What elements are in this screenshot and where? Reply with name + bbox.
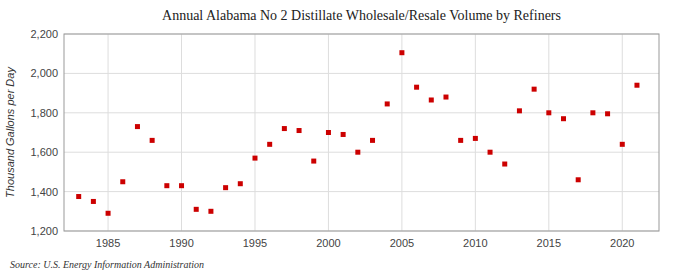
point [135,124,140,129]
grid-line [108,34,109,231]
point [458,138,463,143]
y-tick-label: 1,800 [30,107,58,119]
grid-line [64,112,659,113]
point [106,211,111,216]
point [399,50,404,55]
point [590,110,595,115]
grid-line [401,34,402,231]
point [385,101,390,106]
grid-line [64,152,659,153]
x-tick-label: 1985 [96,237,120,249]
grid-line [64,73,659,74]
point [605,111,610,116]
point [443,95,448,100]
point [370,138,375,143]
point [76,194,81,199]
grid-line [181,34,182,231]
point [297,128,302,133]
point [429,97,434,102]
point [311,159,316,164]
x-tick-label: 2015 [537,237,561,249]
point [502,162,507,167]
point [282,126,287,131]
point [546,110,551,115]
point [91,199,96,204]
point [150,138,155,143]
title: Annual Alabama No 2 Distillate Wholesale… [162,8,561,23]
x-tick-label: 1990 [169,237,193,249]
y-axis-label: Thousand Gallons per Day [4,66,16,198]
grid-line [548,34,549,231]
chart: Annual Alabama No 2 Distillate Wholesale… [0,0,675,275]
point [179,183,184,188]
point [208,209,213,214]
point [473,136,478,141]
plot-frame [64,34,659,231]
point [532,87,537,92]
point [252,156,257,161]
point [164,183,169,188]
grid-line [254,34,255,231]
x-tick-label: 2005 [390,237,414,249]
source-note: Source: U.S. Energy Information Administ… [10,259,204,270]
x-tick-label: 2020 [610,237,634,249]
point [355,150,360,155]
grid-line [64,191,659,192]
x-tick-label: 1995 [243,237,267,249]
point [238,181,243,186]
grid-line [622,34,623,231]
y-tick-label: 1,400 [30,186,58,198]
point [620,142,625,147]
y-tick-label: 1,600 [30,146,58,158]
point [120,179,125,184]
point [576,177,581,182]
point [267,142,272,147]
point [488,150,493,155]
point [341,132,346,137]
points [76,50,639,216]
y-tick-label: 2,200 [30,28,58,40]
point [223,185,228,190]
point [414,85,419,90]
grid [64,34,659,231]
point [517,108,522,113]
point [326,130,331,135]
y-tick-label: 1,200 [30,225,58,237]
grid-line [475,34,476,231]
y-tick-label: 2,000 [30,67,58,79]
x-tick-label: 2000 [316,237,340,249]
point [561,116,566,121]
point [194,207,199,212]
x-tick-label: 2010 [463,237,487,249]
point [634,83,639,88]
